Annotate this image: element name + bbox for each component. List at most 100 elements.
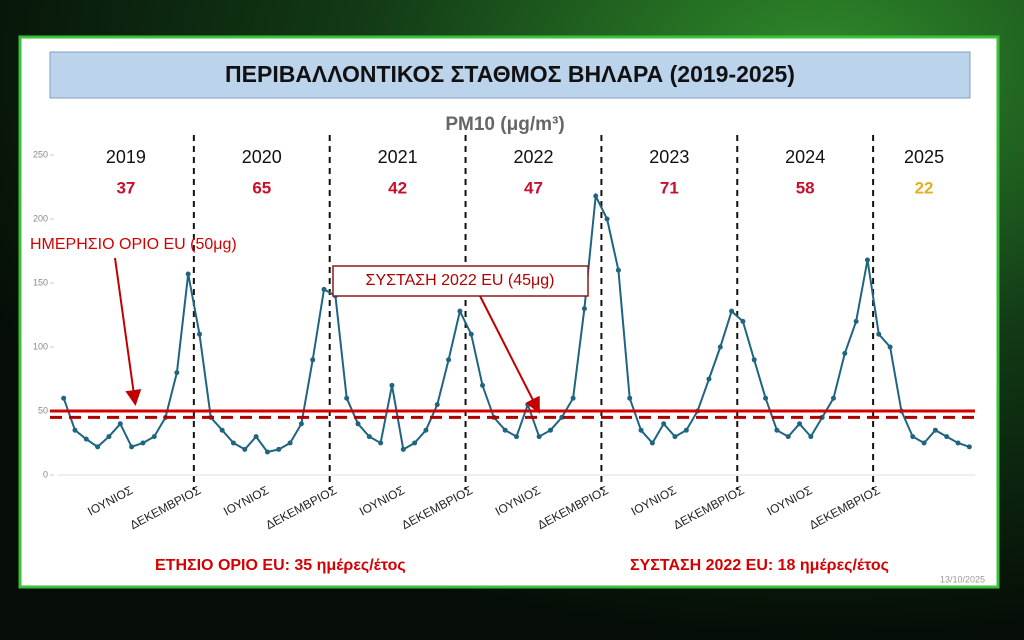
data-point xyxy=(638,427,644,433)
data-point xyxy=(400,446,406,452)
data-point xyxy=(264,449,270,455)
data-point xyxy=(287,440,293,446)
data-point xyxy=(593,193,599,199)
data-point xyxy=(808,434,814,440)
data-point xyxy=(842,350,848,356)
data-point xyxy=(706,376,712,382)
data-point xyxy=(864,257,870,263)
data-point xyxy=(921,440,927,446)
data-point xyxy=(717,344,723,350)
data-point xyxy=(570,395,576,401)
data-point xyxy=(321,286,327,292)
data-point xyxy=(129,444,135,450)
data-point xyxy=(276,446,282,452)
data-point xyxy=(502,427,508,433)
data-point xyxy=(672,434,678,440)
annotation-arrow xyxy=(114,257,142,406)
data-point xyxy=(412,440,418,446)
data-point xyxy=(966,444,972,450)
timestamp: 13/10/2025 xyxy=(940,574,985,584)
data-point xyxy=(344,395,350,401)
data-point xyxy=(230,440,236,446)
data-point xyxy=(876,331,882,337)
y-tick-label: 0 xyxy=(43,469,48,479)
year-count: 47 xyxy=(524,178,543,197)
data-point xyxy=(310,357,316,363)
data-point xyxy=(95,444,101,450)
data-point xyxy=(468,331,474,337)
data-point xyxy=(389,382,395,388)
year-label: 2020 xyxy=(242,147,282,167)
year-label: 2024 xyxy=(785,147,825,167)
data-point xyxy=(185,271,191,277)
data-point xyxy=(955,440,961,446)
year-count: 58 xyxy=(796,178,815,197)
data-point xyxy=(242,446,248,452)
footnote: ΣΥΣΤΑΣΗ 2022 EU: 18 ημέρες/έτος xyxy=(630,557,889,574)
data-point xyxy=(355,421,361,427)
data-point xyxy=(423,427,429,433)
data-point xyxy=(797,421,803,427)
y-tick-label: 250 xyxy=(33,149,48,159)
data-point xyxy=(932,427,938,433)
data-point xyxy=(536,434,542,440)
data-point xyxy=(683,427,689,433)
data-point xyxy=(615,267,621,273)
year-label: 2021 xyxy=(378,147,418,167)
data-point xyxy=(887,344,893,350)
data-point xyxy=(117,421,123,427)
y-tick-label: 150 xyxy=(33,277,48,287)
year-label: 2019 xyxy=(106,147,146,167)
annotation-box xyxy=(332,265,589,297)
data-point xyxy=(298,421,304,427)
data-point xyxy=(910,434,916,440)
year-count: 42 xyxy=(388,178,407,197)
data-point xyxy=(740,318,746,324)
year-count: 71 xyxy=(660,178,679,197)
data-point xyxy=(627,395,633,401)
data-point xyxy=(774,427,780,433)
chart-title: ΠΕΡΙΒΑΛΛΟΝΤΙΚΟΣ ΣΤΑΘΜΟΣ ΒΗΛΑΡΑ (2019-202… xyxy=(225,61,795,87)
data-point xyxy=(219,427,225,433)
data-point xyxy=(751,357,757,363)
data-point xyxy=(378,440,384,446)
title-box xyxy=(49,51,971,99)
annotation-arrow xyxy=(479,295,540,414)
data-point xyxy=(253,434,259,440)
year-count: 22 xyxy=(915,178,934,197)
data-point xyxy=(140,440,146,446)
data-point xyxy=(763,395,769,401)
y-tick-label: 200 xyxy=(33,213,48,223)
data-point xyxy=(661,421,667,427)
data-point xyxy=(785,434,791,440)
data-point xyxy=(581,306,587,312)
data-point xyxy=(434,402,440,408)
y-tick-label: 50 xyxy=(38,405,48,415)
data-point xyxy=(649,440,655,446)
subtitle: PM10 (μg/m³) xyxy=(445,114,564,135)
data-point xyxy=(61,395,67,401)
data-point xyxy=(547,427,553,433)
year-count: 65 xyxy=(252,178,271,197)
year-label: 2025 xyxy=(904,147,944,167)
y-tick-label: 100 xyxy=(33,341,48,351)
data-point xyxy=(729,308,735,314)
data-point xyxy=(106,434,112,440)
data-point xyxy=(604,216,610,222)
annotation: ΣΥΣΤΑΣΗ 2022 EU (45μg) xyxy=(366,272,555,289)
data-point xyxy=(457,308,463,314)
data-point xyxy=(72,427,78,433)
data-point xyxy=(830,395,836,401)
year-label: 2022 xyxy=(513,147,553,167)
footnote: ΕΤΗΣΙΟ ΟΡΙΟ EU: 35 ημέρες/έτος xyxy=(155,557,406,574)
year-label: 2023 xyxy=(649,147,689,167)
data-point xyxy=(514,434,519,440)
annotation: ΗΜΕΡΗΣΙΟ ΟΡΙΟ EU (50μg) xyxy=(30,236,237,253)
data-point xyxy=(174,370,180,376)
data-point xyxy=(83,436,89,442)
data-point xyxy=(853,318,859,324)
data-point xyxy=(446,357,452,363)
data-point xyxy=(480,382,486,388)
